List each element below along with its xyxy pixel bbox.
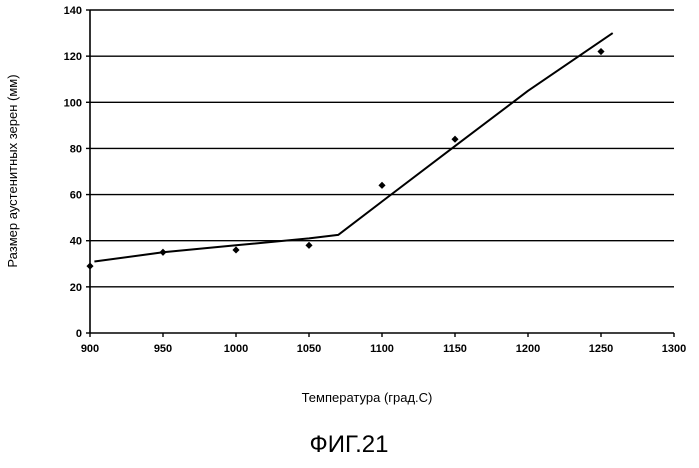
data-point — [87, 263, 93, 269]
y-tick-label: 80 — [70, 143, 82, 155]
axes — [90, 10, 674, 333]
y-tick-label: 20 — [70, 282, 82, 294]
data-points — [87, 49, 604, 270]
x-tick-label: 1000 — [224, 343, 248, 355]
x-tick-label: 1050 — [297, 343, 321, 355]
x-tick-label: 1200 — [516, 343, 540, 355]
x-tick-label: 1250 — [589, 343, 613, 355]
x-tick-label: 1300 — [662, 343, 686, 355]
x-tick-label: 900 — [81, 343, 99, 355]
x-tick-label: 1100 — [370, 343, 394, 355]
y-tick-labels: 0 20 40 60 80 100 120 140 — [64, 5, 90, 340]
data-point — [306, 242, 312, 248]
data-point — [233, 247, 239, 253]
y-tick-label: 140 — [64, 5, 82, 17]
y-tick-label: 60 — [70, 190, 82, 202]
data-point — [160, 249, 166, 255]
x-tick-label: 950 — [154, 343, 172, 355]
data-point — [379, 182, 385, 188]
y-tick-label: 100 — [64, 97, 82, 109]
data-point — [598, 49, 604, 55]
x-axis-label: Температура (град.С) — [302, 390, 433, 405]
y-tick-label: 120 — [64, 51, 82, 63]
y-tick-label: 40 — [70, 236, 82, 248]
trend-line-path — [94, 33, 612, 261]
y-tick-label: 0 — [76, 328, 82, 340]
data-point — [452, 136, 458, 142]
trend-line — [94, 33, 612, 261]
y-axis-label: Размер аустенитных зерен (мм) — [5, 74, 20, 267]
figure-caption: ФИГ.21 — [310, 431, 389, 458]
x-tick-labels: 900 950 1000 1050 1100 1150 1200 1250 1300 — [81, 333, 686, 355]
x-tick-label: 1150 — [443, 343, 467, 355]
